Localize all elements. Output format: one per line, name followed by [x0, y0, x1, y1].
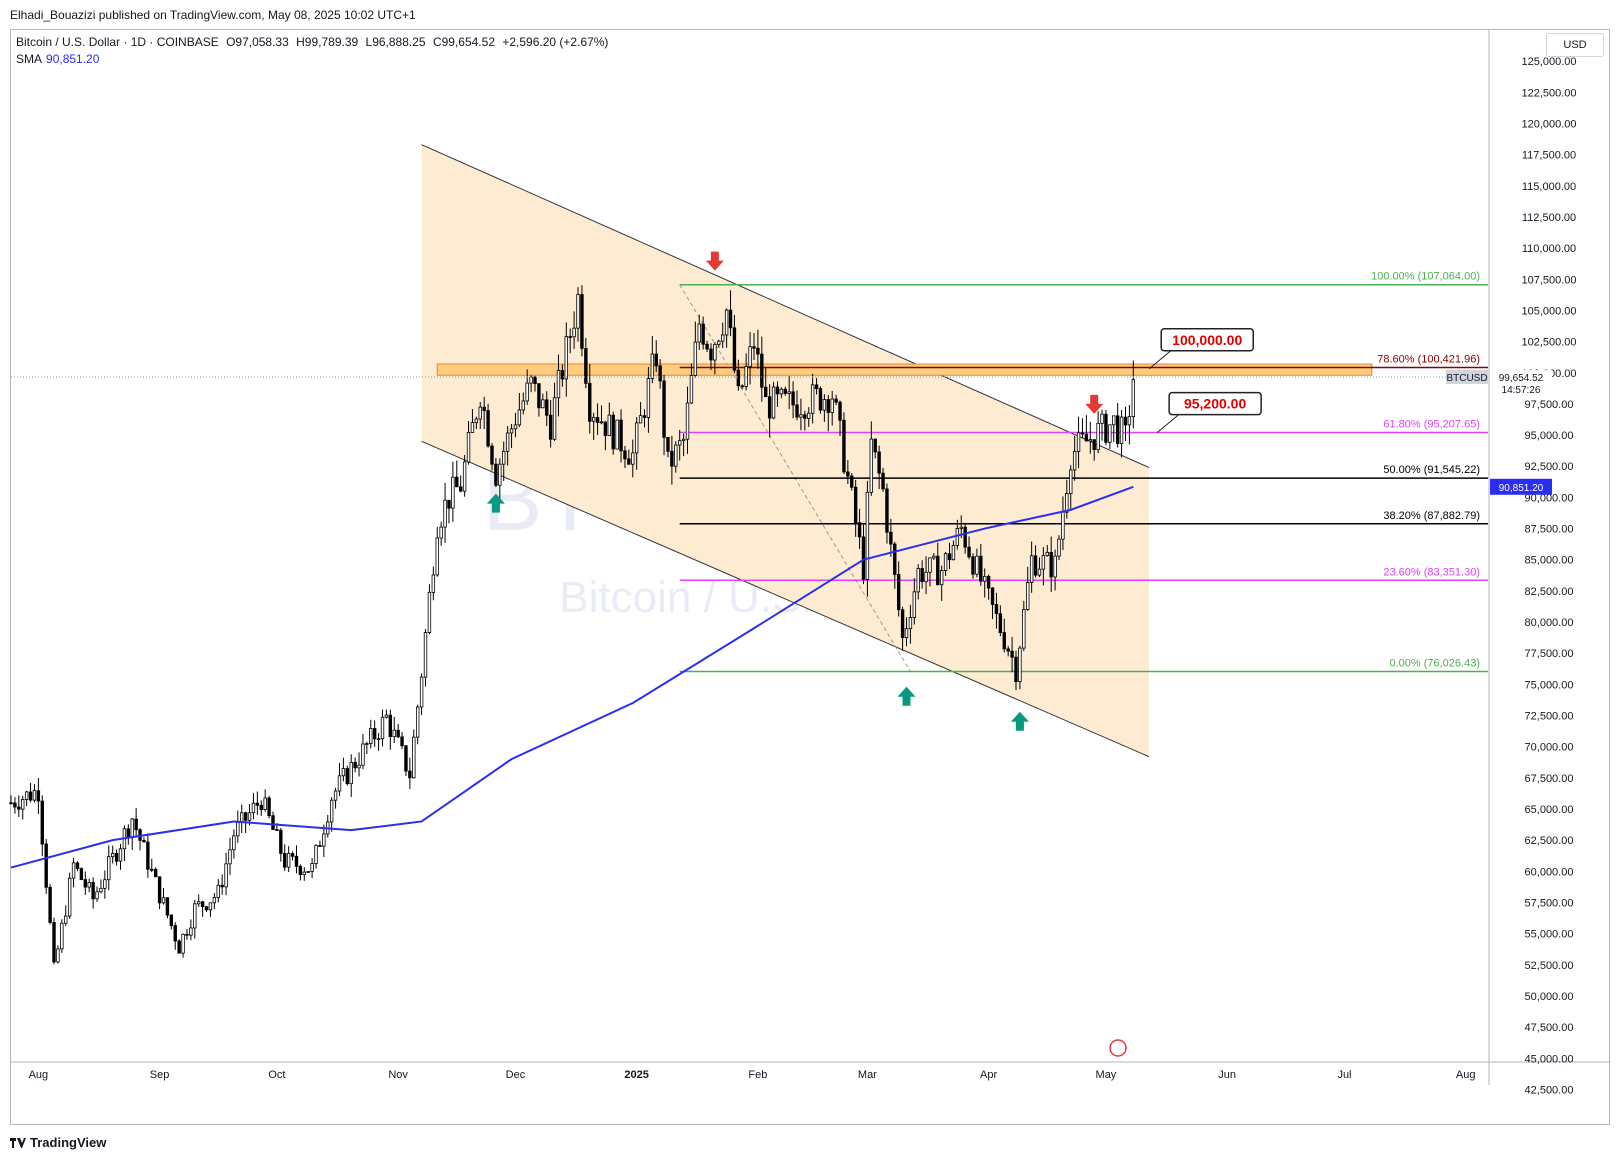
tradingview-logo-icon: [10, 1136, 26, 1148]
currency-selector[interactable]: USD: [1546, 33, 1604, 57]
publisher-line: Elhadi_Bouazizi published on TradingView…: [10, 8, 416, 22]
legend-ohlc-row: Bitcoin / U.S. Dollar · 1D · COINBASE O9…: [16, 34, 608, 51]
chart-legend: Bitcoin / U.S. Dollar · 1D · COINBASE O9…: [16, 34, 608, 68]
legend-sma-row[interactable]: SMA 90,851.20: [16, 51, 608, 68]
legend-symbol[interactable]: Bitcoin / U.S. Dollar · 1D · COINBASE: [16, 35, 219, 49]
legend-sma-label: SMA: [16, 52, 43, 66]
tradingview-footer[interactable]: TradingView: [10, 1135, 106, 1150]
legend-open: O97,058.33: [226, 35, 289, 49]
tradingview-brand: TradingView: [30, 1135, 107, 1150]
legend-change: +2,596.20 (+2.67%): [502, 35, 609, 49]
legend-sma-value: 90,851.20: [46, 52, 100, 66]
legend-high: H99,789.39: [296, 35, 359, 49]
chart-frame: [10, 29, 1610, 1125]
legend-close: C99,654.52: [432, 35, 495, 49]
legend-low: L96,888.25: [365, 35, 426, 49]
